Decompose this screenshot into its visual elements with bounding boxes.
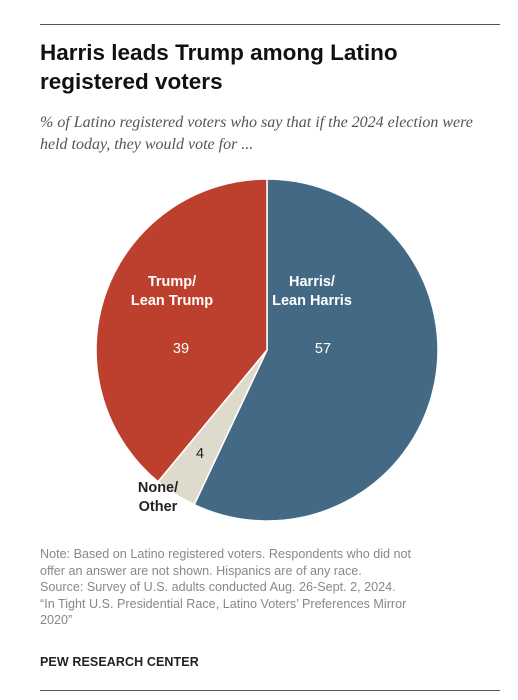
slice-value-harris: 57	[315, 341, 331, 357]
slice-value-trump: 39	[173, 341, 189, 357]
slice-label-trump: Trump/Lean Trump	[131, 274, 213, 309]
chart-note: Note: Based on Latino registered voters.…	[40, 546, 495, 629]
slice-value-none: 4	[196, 446, 204, 462]
slice-label-none: None/Other	[138, 480, 178, 515]
note-line: 2020”	[40, 613, 73, 628]
note-line: “In Tight U.S. Presidential Race, Latino…	[40, 596, 407, 611]
note-line: Source: Survey of U.S. adults conducted …	[40, 580, 396, 595]
chart-subtitle: % of Latino registered voters who say th…	[40, 114, 473, 153]
bottom-rule	[40, 690, 500, 691]
top-rule	[40, 24, 500, 25]
pie-slice-harris	[193, 178, 439, 522]
note-line: offer an answer are not shown. Hispanics…	[40, 563, 362, 578]
pie-chart: Harris/Lean Harris 57 None/Other 4 Trump/Lea…	[95, 178, 439, 522]
source-credit: PEW RESEARCH CENTER	[40, 655, 199, 669]
slice-label-harris: Harris/Lean Harris	[272, 274, 352, 309]
note-line: Note: Based on Latino registered voters.…	[40, 547, 412, 561]
pie-slice-trump	[95, 178, 268, 483]
chart-title: Harris leads Trump among Latino register…	[40, 40, 398, 94]
